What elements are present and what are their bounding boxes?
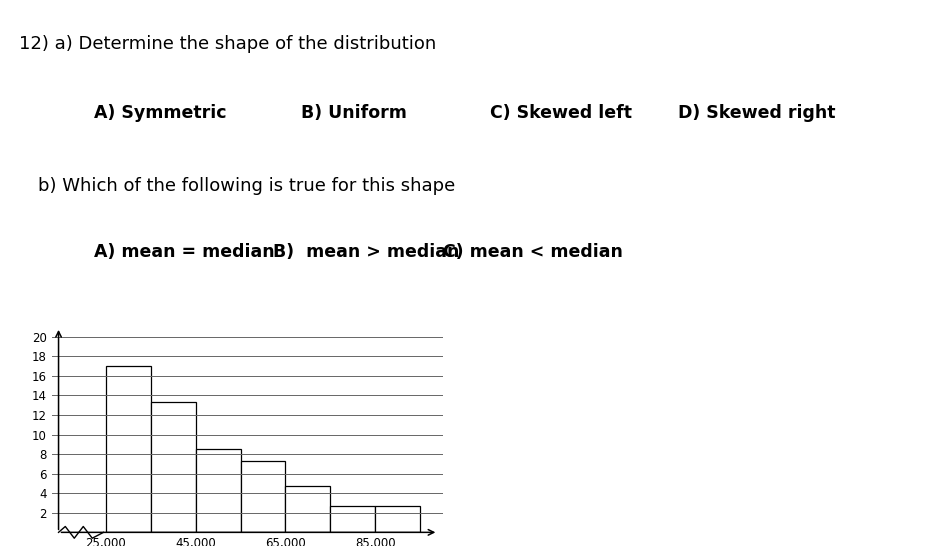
- Text: B) Uniform: B) Uniform: [301, 104, 407, 122]
- Text: A) Symmetric: A) Symmetric: [94, 104, 227, 122]
- Text: C) Skewed left: C) Skewed left: [490, 104, 632, 122]
- Bar: [331, 506, 375, 532]
- Text: C) mean < median: C) mean < median: [443, 243, 623, 261]
- Bar: [106, 366, 151, 532]
- Text: b) Which of the following is true for this shape: b) Which of the following is true for th…: [38, 177, 455, 195]
- Text: A) mean = median: A) mean = median: [94, 243, 275, 261]
- Text: B)  mean > median: B) mean > median: [273, 243, 460, 261]
- Bar: [285, 486, 331, 532]
- Bar: [196, 449, 240, 532]
- Text: D) Skewed right: D) Skewed right: [678, 104, 836, 122]
- Bar: [240, 461, 285, 532]
- Bar: [151, 402, 196, 532]
- Bar: [375, 506, 420, 532]
- Text: 12) a) Determine the shape of the distribution: 12) a) Determine the shape of the distri…: [19, 35, 436, 54]
